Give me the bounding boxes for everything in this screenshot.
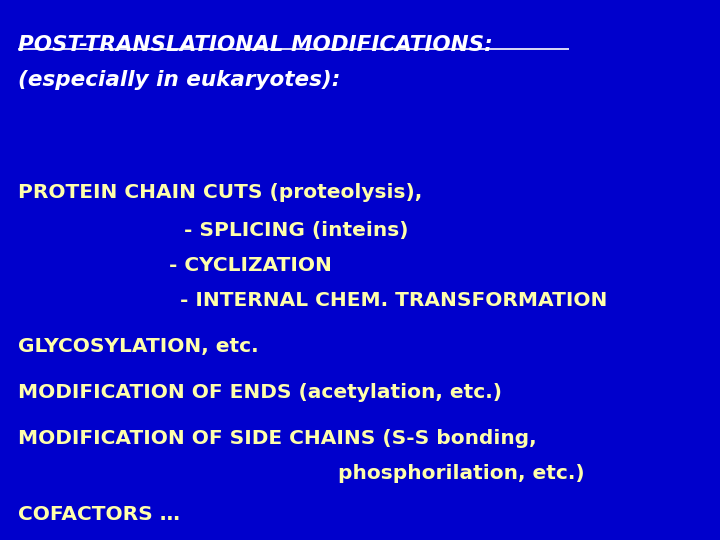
- Text: phosphorilation, etc.): phosphorilation, etc.): [338, 464, 585, 483]
- Text: COFACTORS …: COFACTORS …: [18, 505, 180, 524]
- Text: - CYCLIZATION: - CYCLIZATION: [169, 256, 332, 275]
- Text: POST-TRANSLATIONAL MODIFICATIONS:: POST-TRANSLATIONAL MODIFICATIONS:: [18, 35, 492, 55]
- Text: MODIFICATION OF SIDE CHAINS (S-S bonding,: MODIFICATION OF SIDE CHAINS (S-S bonding…: [18, 429, 536, 448]
- Text: - SPLICING (inteins): - SPLICING (inteins): [184, 221, 408, 240]
- Text: GLYCOSYLATION, etc.: GLYCOSYLATION, etc.: [18, 338, 258, 356]
- Text: PROTEIN CHAIN CUTS (proteolysis),: PROTEIN CHAIN CUTS (proteolysis),: [18, 184, 422, 202]
- Text: (especially in eukaryotes):: (especially in eukaryotes):: [18, 70, 341, 90]
- Text: - INTERNAL CHEM. TRANSFORMATION: - INTERNAL CHEM. TRANSFORMATION: [180, 292, 608, 310]
- Text: MODIFICATION OF ENDS (acetylation, etc.): MODIFICATION OF ENDS (acetylation, etc.): [18, 383, 502, 402]
